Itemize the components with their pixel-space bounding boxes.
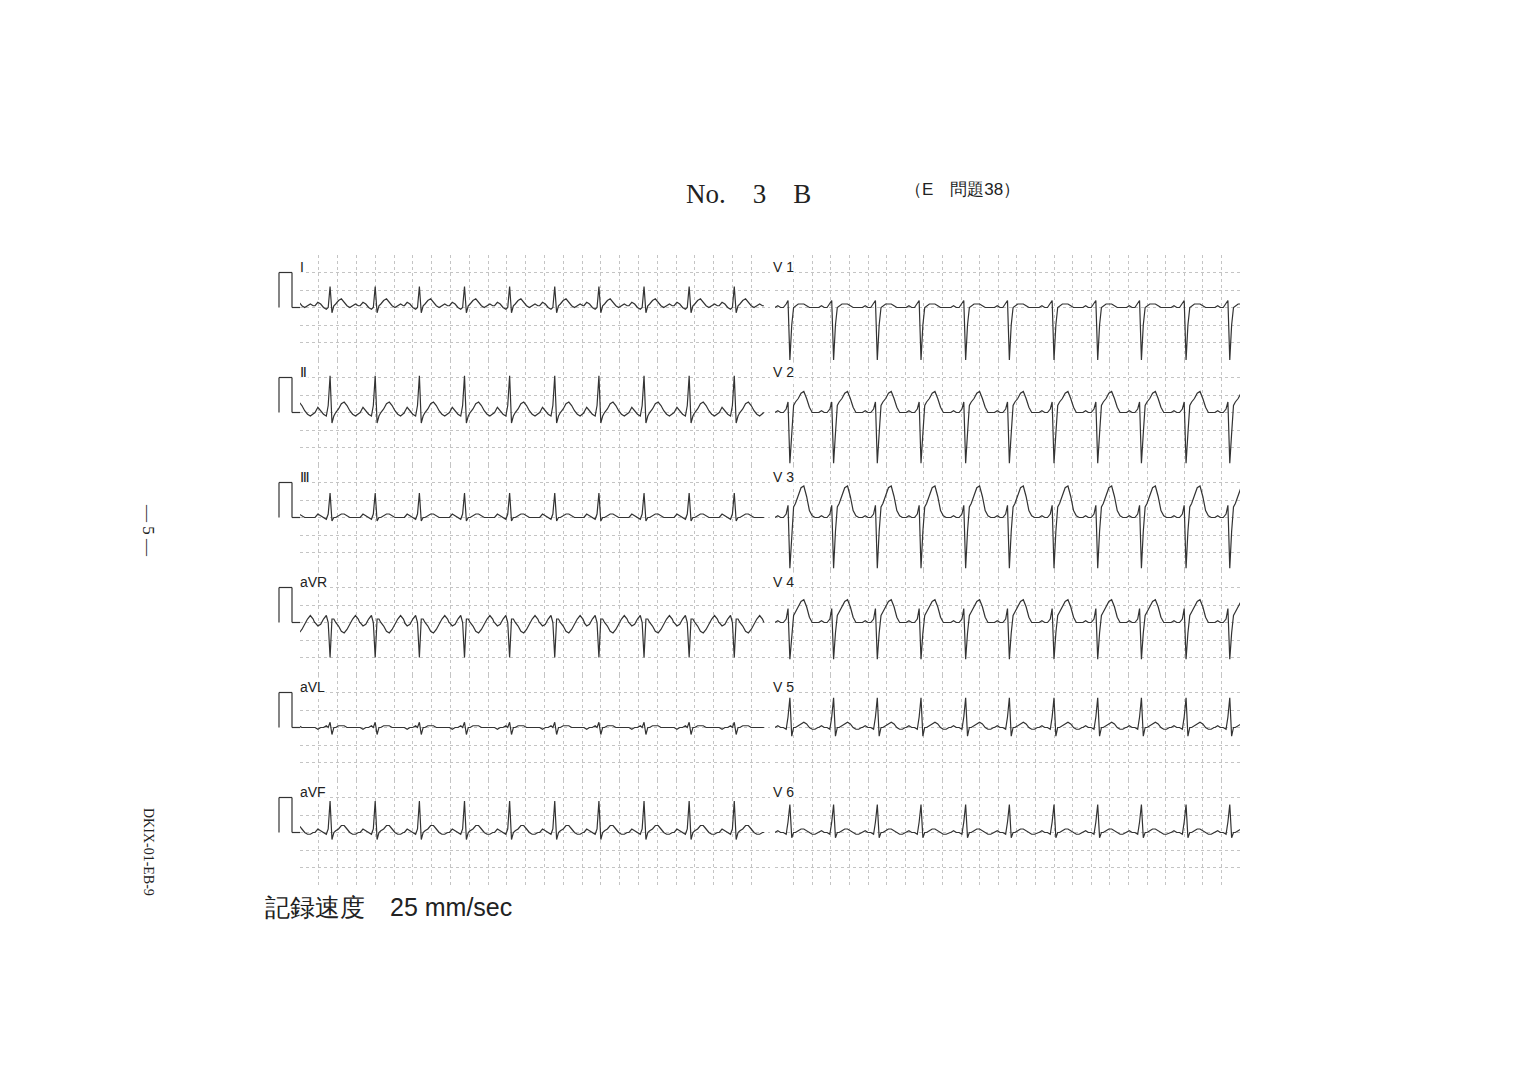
svg-text:Ⅲ: Ⅲ <box>300 469 310 485</box>
svg-text:aVL: aVL <box>300 679 325 695</box>
svg-text:V 4: V 4 <box>773 574 794 590</box>
html-text:DKIX-01-EB-9: DKIX-01-EB-9 <box>141 808 156 896</box>
svg-text:I: I <box>300 259 304 275</box>
html-text:— 5 —: — 5 — <box>139 505 158 556</box>
svg-text:V 2: V 2 <box>773 364 794 380</box>
svg-text:V 5: V 5 <box>773 679 794 695</box>
svg-text:V 3: V 3 <box>773 469 794 485</box>
svg-text:V 1: V 1 <box>773 259 794 275</box>
html-text:記録速度 25 mm/sec: 記録速度 25 mm/sec <box>265 893 513 921</box>
html-text:（E 問題38）: （E 問題38） <box>905 180 1021 199</box>
html-text:No. 3 B: No. 3 B <box>686 179 812 209</box>
svg-text:aVF: aVF <box>300 784 326 800</box>
svg-text:aVR: aVR <box>300 574 327 590</box>
svg-text:V 6: V 6 <box>773 784 794 800</box>
svg-text:Ⅱ: Ⅱ <box>300 364 307 380</box>
